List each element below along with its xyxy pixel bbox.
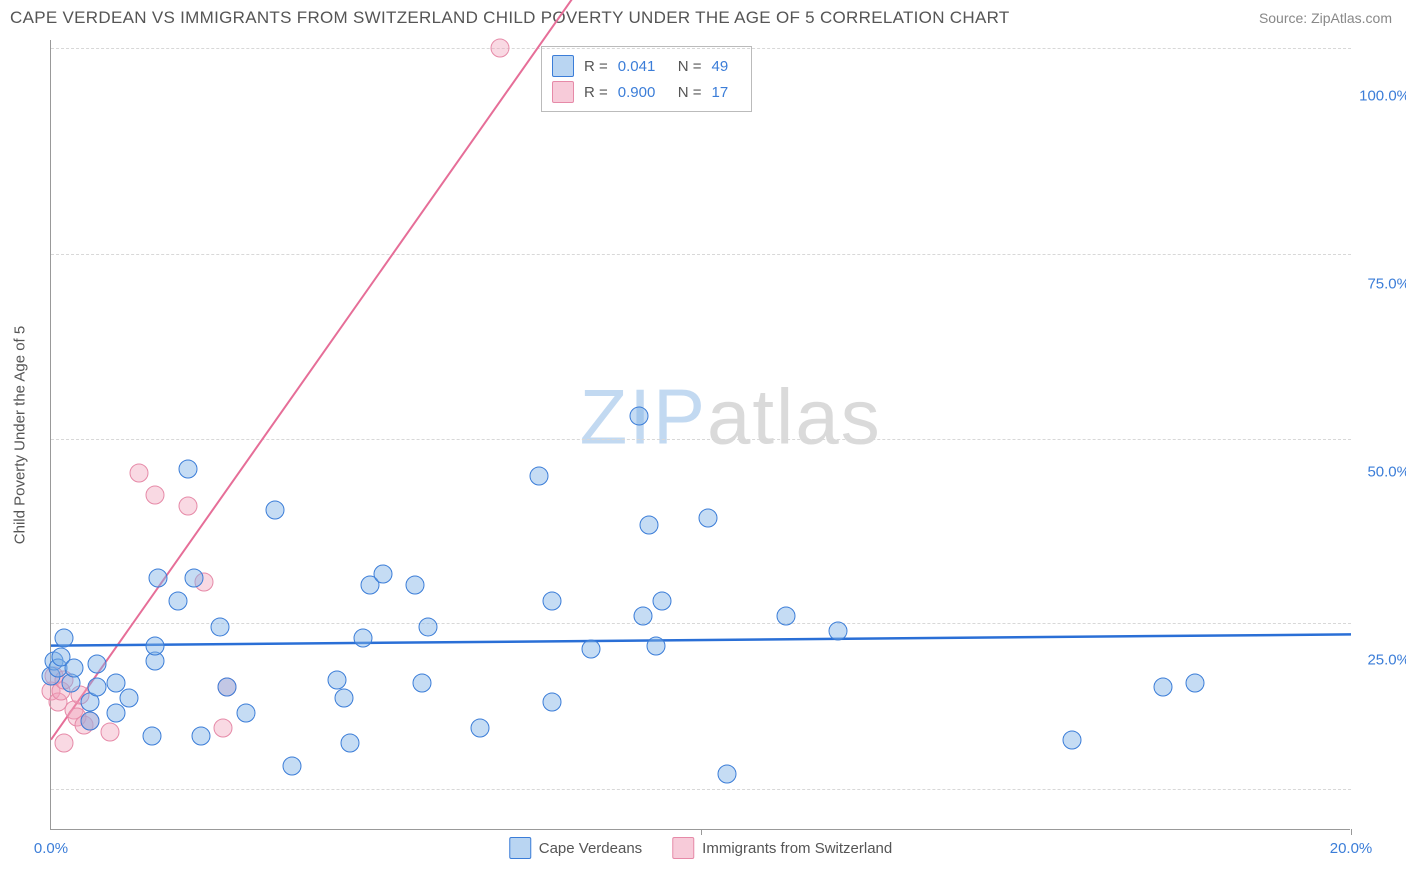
x-tick-mark [1351, 829, 1352, 835]
scatter-chart: Child Poverty Under the Age of 5 ZIPatla… [50, 40, 1350, 830]
data-point [633, 606, 652, 625]
n-value: 17 [712, 84, 737, 101]
y-tick-label: 75.0% [1355, 275, 1406, 292]
gridline [51, 48, 1351, 49]
gridline [51, 623, 1351, 624]
y-tick-label: 25.0% [1355, 651, 1406, 668]
data-point [146, 636, 165, 655]
legend-swatch [552, 81, 574, 103]
n-label: N = [678, 84, 702, 101]
data-point [419, 617, 438, 636]
data-point [1062, 730, 1081, 749]
data-point [471, 719, 490, 738]
gridline [51, 439, 1351, 440]
data-point [406, 576, 425, 595]
r-value: 0.041 [618, 58, 668, 75]
legend-swatch [672, 837, 694, 859]
gridline [51, 254, 1351, 255]
data-point [142, 726, 161, 745]
series-legend: Cape Verdeans Immigrants from Switzerland [503, 837, 898, 859]
stats-legend-row: R = 0.041 N = 49 [552, 53, 737, 79]
y-tick-label: 100.0% [1355, 87, 1406, 104]
stats-legend: R = 0.041 N = 49 R = 0.900 N = 17 [541, 46, 752, 112]
data-point [412, 674, 431, 693]
data-point [149, 568, 168, 587]
data-point [640, 516, 659, 535]
data-point [630, 407, 649, 426]
data-point [87, 678, 106, 697]
y-tick-label: 50.0% [1355, 463, 1406, 480]
data-point [107, 704, 126, 723]
data-point [1186, 674, 1205, 693]
data-point [828, 621, 847, 640]
data-point [81, 711, 100, 730]
data-point [217, 678, 236, 697]
data-point [214, 719, 233, 738]
data-point [55, 734, 74, 753]
data-point [1153, 678, 1172, 697]
data-point [266, 501, 285, 520]
gridline [51, 789, 1351, 790]
data-point [178, 497, 197, 516]
x-tick-mark [701, 829, 702, 835]
watermark-atlas: atlas [707, 372, 882, 460]
r-label: R = [584, 58, 608, 75]
data-point [55, 629, 74, 648]
data-point [341, 734, 360, 753]
data-point [646, 636, 665, 655]
data-point [698, 508, 717, 527]
data-point [191, 726, 210, 745]
data-point [328, 670, 347, 689]
data-point [776, 606, 795, 625]
data-point [168, 591, 187, 610]
data-point [87, 655, 106, 674]
data-point [100, 723, 119, 742]
data-point [282, 757, 301, 776]
data-point [146, 486, 165, 505]
legend-swatch [509, 837, 531, 859]
data-point [64, 659, 83, 678]
data-point [211, 617, 230, 636]
data-point [185, 568, 204, 587]
data-point [653, 591, 672, 610]
data-point [334, 689, 353, 708]
r-value: 0.900 [618, 84, 668, 101]
y-axis-label: Child Poverty Under the Age of 5 [12, 326, 29, 544]
legend-label: Cape Verdeans [539, 840, 642, 857]
legend-swatch [552, 55, 574, 77]
data-point [581, 640, 600, 659]
data-point [529, 467, 548, 486]
data-point [237, 704, 256, 723]
legend-label: Immigrants from Switzerland [702, 840, 892, 857]
data-point [120, 689, 139, 708]
stats-legend-row: R = 0.900 N = 17 [552, 79, 737, 105]
data-point [718, 764, 737, 783]
n-label: N = [678, 58, 702, 75]
watermark: ZIPatlas [580, 371, 882, 462]
x-tick-label: 20.0% [1330, 840, 1373, 857]
data-point [490, 38, 509, 57]
plot-area: ZIPatlas R =0.041N =49R =0.900N =17 Cape… [50, 40, 1350, 830]
n-value: 49 [712, 58, 737, 75]
chart-title: CAPE VERDEAN VS IMMIGRANTS FROM SWITZERL… [10, 8, 1010, 28]
x-tick-label: 0.0% [34, 840, 68, 857]
data-point [354, 629, 373, 648]
data-point [178, 459, 197, 478]
data-point [129, 463, 148, 482]
legend-item: Immigrants from Switzerland [672, 837, 892, 859]
source-attribution: Source: ZipAtlas.com [1259, 10, 1392, 26]
data-point [542, 693, 561, 712]
r-label: R = [584, 84, 608, 101]
legend-item: Cape Verdeans [509, 837, 642, 859]
data-point [542, 591, 561, 610]
data-point [373, 565, 392, 584]
